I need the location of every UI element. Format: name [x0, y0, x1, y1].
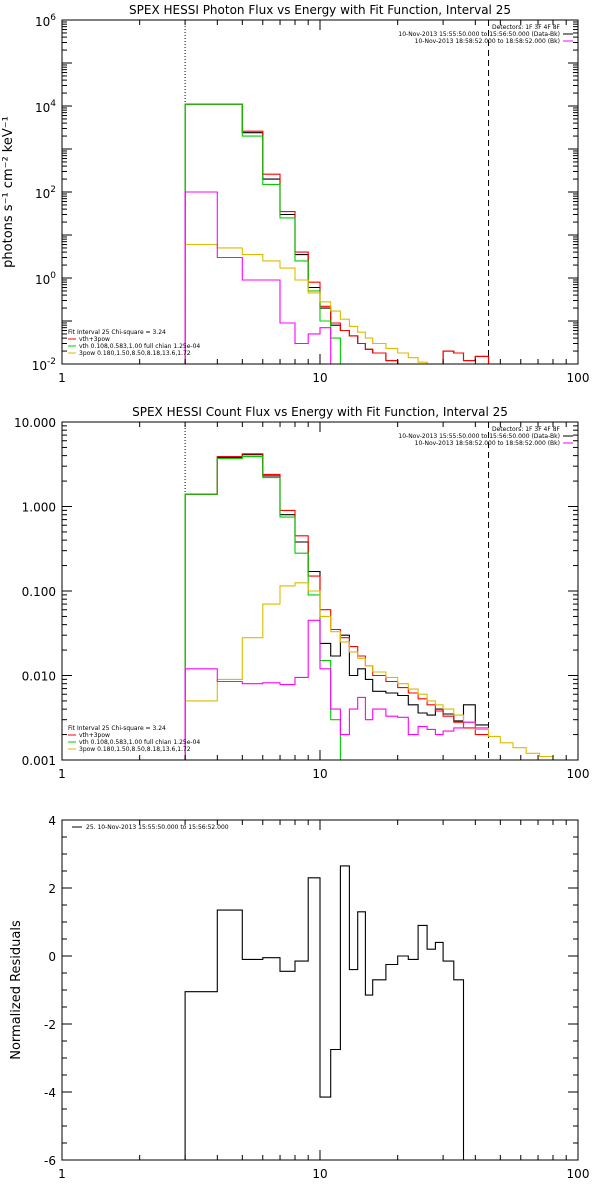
x-axis: 1 10 100 — [58, 422, 589, 781]
x-tick-label: 10 — [312, 1167, 327, 1181]
y-tick-label: 104 — [35, 99, 56, 115]
y-axis: -6 -4 -2 0 2 4 — [44, 814, 578, 1168]
legend-entry: Fit Interval 25 Chi-square = 3.24 — [68, 725, 166, 732]
x-tick-label: 10 — [312, 371, 327, 385]
legend-bottom: Fit Interval 25 Chi-square = 3.24vth+3po… — [68, 725, 200, 753]
series-vth-3pow — [184, 103, 501, 364]
series-bk — [184, 191, 501, 364]
y-tick-label: -4 — [44, 1086, 56, 1100]
x-tick-label: 1 — [58, 1167, 66, 1181]
legend-entry: vth 0.108,0.583,1.00 full chian 1.25e-04 — [79, 343, 200, 350]
series-vth-3pow — [184, 453, 489, 760]
x-tick-label: 10 — [312, 767, 327, 781]
series-3pow — [184, 243, 540, 364]
y-tick-label: 2 — [48, 882, 56, 896]
series-bk — [184, 619, 489, 760]
panel-1: SPEX HESSI Photon Flux vs Energy with Fi… — [1, 3, 589, 385]
legend-entry: vth+3pow — [79, 336, 110, 343]
legend-entry: 3pow 0.180,1.50,8.50,8.18,13.6,1.72 — [79, 350, 191, 357]
y-tick-label: 102 — [35, 185, 56, 201]
x-axis: 1 10 100 — [58, 20, 589, 385]
x-tick-label: 100 — [567, 767, 590, 781]
legend-entry: 25. 10-Nov-2013 15:55:50.000 to 15:56:52… — [86, 824, 229, 831]
legend-bottom: Fit Interval 25 Chi-square = 3.24vth+3po… — [68, 329, 200, 357]
y-tick-label: 0.010 — [22, 670, 56, 684]
x-tick-label: 100 — [567, 1167, 590, 1181]
legend-entry: Detectors: 1F 3F 4F 8F — [492, 426, 561, 433]
series-vth — [184, 103, 358, 364]
y-tick-label: 10.000 — [14, 416, 56, 430]
y-tick-label: -2 — [44, 1018, 56, 1032]
x-tick-label: 100 — [567, 371, 590, 385]
y-tick-label: 4 — [48, 814, 56, 828]
y-tick-label: 0.001 — [22, 754, 56, 768]
x-tick-label: 1 — [58, 371, 66, 385]
y-tick-label: -6 — [44, 1154, 56, 1168]
series-25 — [184, 865, 465, 1160]
y-tick-label: 106 — [35, 13, 56, 29]
legend-entry: 3pow 0.180,1.50,8.50,8.18,13.6,1.72 — [79, 746, 191, 753]
y-axis: 0.001 0.010 0.100 1.000 10.000 — [14, 416, 578, 768]
x-axis: 1 10 100 — [58, 820, 589, 1181]
y-axis: 10-2 100 102 104 106 — [32, 13, 578, 373]
panel-3: 1 10 100 -6 -4 -2 0 2 4 Normalized Residuals 25. 1… — [9, 814, 589, 1181]
chart-title: SPEX HESSI Photon Flux vs Energy with Fi… — [129, 3, 511, 17]
chart-title: SPEX HESSI Count Flux vs Energy with Fit… — [132, 405, 508, 419]
legend-entry: Detectors: 1F 3F 4F 8F — [492, 24, 561, 31]
legend-entry: vth 0.108,0.583,1.00 full chian 1.25e-04 — [79, 739, 200, 746]
legend-entry: 10-Nov-2013 15:55:50.000 to 15:56:50.000… — [398, 31, 560, 38]
legend-entry: 10-Nov-2013 18:58:52.000 to 18:58:52.000… — [415, 38, 560, 45]
series-vth — [184, 456, 350, 760]
series-data-bk — [184, 103, 501, 364]
legend-entry: 10-Nov-2013 15:55:50.000 to 15:56:50.000… — [398, 433, 560, 440]
y-axis-label: Normalized Residuals — [9, 920, 24, 1060]
legend-entry: 10-Nov-2013 18:58:52.000 to 18:58:52.000… — [415, 440, 560, 447]
series-3pow — [184, 582, 567, 760]
y-tick-label: 0 — [48, 950, 56, 964]
y-tick-label: 1.000 — [22, 501, 56, 515]
legend-entry: vth+3pow — [79, 732, 110, 739]
panel-2: SPEX HESSI Count Flux vs Energy with Fit… — [14, 405, 589, 781]
x-tick-label: 1 — [58, 767, 66, 781]
y-tick-label: 10-2 — [32, 357, 56, 373]
legend-top: 25. 10-Nov-2013 15:55:50.000 to 15:56:52… — [72, 824, 229, 831]
y-axis-label: photons s⁻¹ cm⁻² keV⁻¹ — [1, 116, 16, 268]
legend-entry: Fit Interval 25 Chi-square = 3.24 — [68, 329, 166, 336]
y-tick-label: 100 — [35, 271, 56, 287]
y-tick-label: 0.100 — [22, 585, 56, 599]
